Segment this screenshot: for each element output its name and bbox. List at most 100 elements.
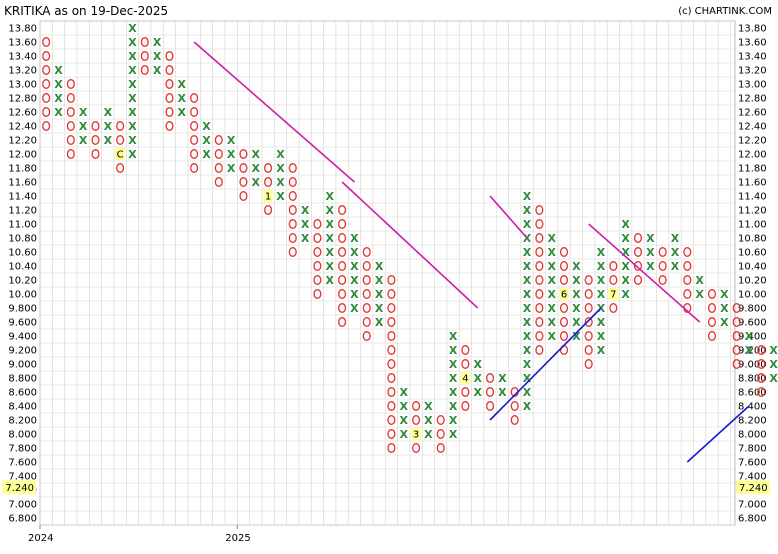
x-mark: X — [449, 414, 458, 427]
y-tick-label-right: 11.40 — [738, 192, 767, 203]
x-mark: X — [326, 232, 335, 245]
o-mark — [535, 289, 544, 299]
y-tick-label-left: 8.000 — [8, 430, 37, 441]
y-tick-label-right: 6.800 — [738, 514, 767, 525]
x-mark: X — [695, 274, 704, 287]
month-marker: 1 — [265, 192, 271, 203]
y-tick-label-left: 9.000 — [8, 360, 37, 371]
x-mark: X — [375, 302, 384, 315]
x-mark: X — [301, 204, 310, 217]
x-mark: X — [523, 372, 532, 385]
o-mark — [387, 387, 396, 397]
x-mark: X — [572, 316, 581, 329]
x-mark: X — [54, 64, 63, 77]
o-mark — [757, 359, 766, 369]
x-mark: X — [523, 400, 532, 413]
o-mark — [559, 261, 569, 271]
o-mark — [683, 261, 692, 271]
x-mark: X — [449, 344, 458, 357]
o-mark — [732, 359, 741, 369]
x-mark: X — [399, 414, 408, 427]
x-mark: X — [202, 134, 211, 147]
chart-credit: (c) CHARTINK.COM — [678, 6, 772, 17]
x-mark: X — [375, 260, 384, 273]
y-tick-label-right: 10.80 — [738, 234, 767, 245]
x-mark: X — [572, 274, 581, 287]
o-mark — [757, 387, 766, 397]
o-mark — [584, 345, 593, 355]
x-mark: X — [597, 316, 606, 329]
x-mark: X — [547, 288, 556, 301]
x-mark: X — [597, 246, 606, 259]
y-tick-label-left: 8.200 — [8, 416, 37, 427]
o-mark — [658, 275, 667, 285]
y-tick-label-left: 10.00 — [8, 290, 37, 301]
y-tick-label-right: 9.200 — [738, 346, 767, 357]
o-mark — [313, 247, 322, 257]
o-mark — [165, 51, 174, 61]
o-mark — [658, 247, 667, 257]
o-mark — [66, 149, 75, 159]
x-mark: X — [128, 120, 137, 133]
x-mark: X — [326, 246, 335, 259]
x-mark: X — [597, 288, 606, 301]
x-mark: X — [350, 288, 359, 301]
y-tick-label-right: 13.60 — [738, 38, 767, 49]
o-mark — [732, 317, 741, 327]
x-mark: X — [621, 260, 630, 273]
x-mark: X — [769, 358, 778, 371]
y-tick-label-left: 7.800 — [8, 444, 37, 455]
o-mark — [584, 275, 593, 285]
o-mark — [535, 233, 544, 243]
x-mark: X — [128, 36, 137, 49]
x-mark: X — [227, 148, 236, 161]
y-tick-label-left: 11.00 — [8, 220, 37, 231]
x-mark: X — [326, 218, 335, 231]
o-mark — [535, 317, 544, 327]
o-mark — [91, 121, 100, 131]
o-mark — [91, 149, 100, 159]
x-mark: X — [104, 120, 113, 133]
x-mark: X — [399, 400, 408, 413]
x-mark: X — [301, 218, 310, 231]
x-mark: X — [523, 218, 532, 231]
o-mark — [239, 177, 248, 187]
o-mark — [264, 163, 273, 173]
x-mark: X — [449, 386, 458, 399]
x-mark: X — [153, 50, 162, 63]
o-mark — [609, 261, 618, 271]
x-mark: X — [523, 316, 532, 329]
o-mark — [387, 345, 396, 355]
o-mark — [732, 345, 741, 355]
x-mark: X — [473, 358, 482, 371]
o-mark — [66, 93, 75, 103]
o-mark — [165, 65, 174, 75]
o-mark — [535, 331, 544, 341]
y-tick-label-left: 11.20 — [8, 206, 37, 217]
x-mark: X — [498, 386, 507, 399]
o-mark — [362, 289, 371, 299]
x-mark: X — [671, 246, 680, 259]
x-mark: X — [621, 274, 630, 287]
y-tick-label-left: 13.80 — [8, 24, 37, 35]
o-mark — [264, 205, 273, 215]
x-mark: X — [252, 162, 261, 175]
o-mark — [584, 303, 593, 313]
o-mark — [338, 289, 347, 299]
x-tick-label: 2024 — [28, 533, 53, 544]
y-tick-label-right: 8.800 — [738, 374, 767, 385]
o-mark — [461, 387, 470, 397]
x-mark: X — [104, 106, 113, 119]
o-mark — [609, 275, 618, 285]
x-mark: X — [597, 330, 606, 343]
o-mark — [190, 163, 199, 173]
y-tick-label-left: 10.80 — [8, 234, 37, 245]
y-tick-label-right: 9.400 — [738, 332, 767, 343]
last-price-label-left: 7.240 — [5, 483, 34, 494]
o-mark — [338, 247, 347, 257]
x-mark: X — [523, 302, 532, 315]
o-mark — [412, 443, 421, 453]
o-mark — [387, 429, 396, 439]
y-tick-label-right: 10.60 — [738, 248, 767, 259]
o-mark — [559, 331, 569, 341]
